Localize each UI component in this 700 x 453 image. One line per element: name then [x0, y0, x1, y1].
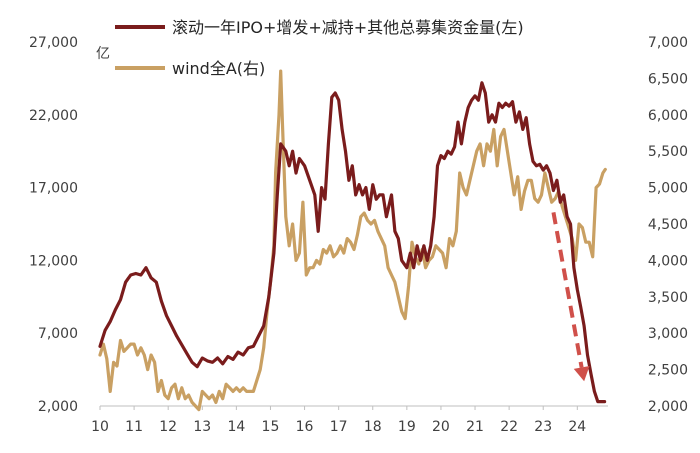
y-right-tick-label: 5,000 — [648, 181, 688, 197]
y-right-tick-label: 6,000 — [648, 108, 688, 124]
y-right-tick-label: 6,500 — [648, 71, 688, 87]
y-right-tick-label: 2,000 — [648, 399, 688, 415]
y-right-tick-label: 7,000 — [648, 35, 688, 51]
legend: 滚动一年IPO+增发+减持+其他总募集资金量(左) wind全A(右) — [115, 18, 524, 78]
x-tick-label: 17 — [330, 419, 348, 435]
series-line-fundraising — [98, 81, 607, 404]
legend-label-wind-a: wind全A(右) — [172, 59, 265, 78]
x-tick-label: 21 — [466, 419, 484, 435]
annotation-layer — [551, 211, 590, 382]
x-tick-label: 15 — [262, 419, 280, 435]
axes-layer: 10 11 12 13 14 15 16 17 18 19 20 21 22 23 24 2,000 7,000… — [29, 35, 688, 435]
y-right-tick-label: 3,500 — [648, 290, 688, 306]
x-tick-label: 18 — [364, 419, 382, 435]
y-left-tick-label: 12,000 — [29, 253, 78, 269]
y-left-tick-label: 27,000 — [29, 35, 78, 51]
left-axis-unit-label: 亿 — [96, 46, 110, 62]
x-tick-label: 11 — [125, 419, 143, 435]
x-tick-label: 10 — [91, 419, 109, 435]
y-right-tick-label: 5,500 — [648, 144, 688, 160]
x-tick-label: 13 — [193, 419, 211, 435]
y-right-tick-label: 4,000 — [648, 253, 688, 269]
legend-label-fundraising: 滚动一年IPO+增发+减持+其他总募集资金量(左) — [172, 18, 524, 37]
y-left-tick-label: 2,000 — [38, 399, 78, 415]
x-tick-label: 20 — [432, 419, 450, 435]
x-tick-label: 12 — [159, 419, 177, 435]
series-layer — [98, 69, 607, 412]
y-right-tick-label: 4,500 — [648, 217, 688, 233]
x-tick-label: 19 — [398, 419, 416, 435]
trend-arrow-shaft — [551, 211, 584, 368]
trend-arrow-head — [573, 366, 590, 382]
x-tick-label: 14 — [227, 419, 245, 435]
series-line-wind-a — [98, 69, 607, 412]
x-tick-label: 23 — [534, 419, 552, 435]
x-tick-label: 22 — [500, 419, 518, 435]
y-left-tick-label: 17,000 — [29, 181, 78, 197]
y-right-tick-label: 3,000 — [648, 326, 688, 342]
x-tick-label: 16 — [296, 419, 314, 435]
y-left-tick-label: 22,000 — [29, 108, 78, 124]
y-left-tick-label: 7,000 — [38, 326, 78, 342]
x-tick-label: 24 — [568, 419, 586, 435]
y-right-tick-label: 2,500 — [648, 363, 688, 379]
